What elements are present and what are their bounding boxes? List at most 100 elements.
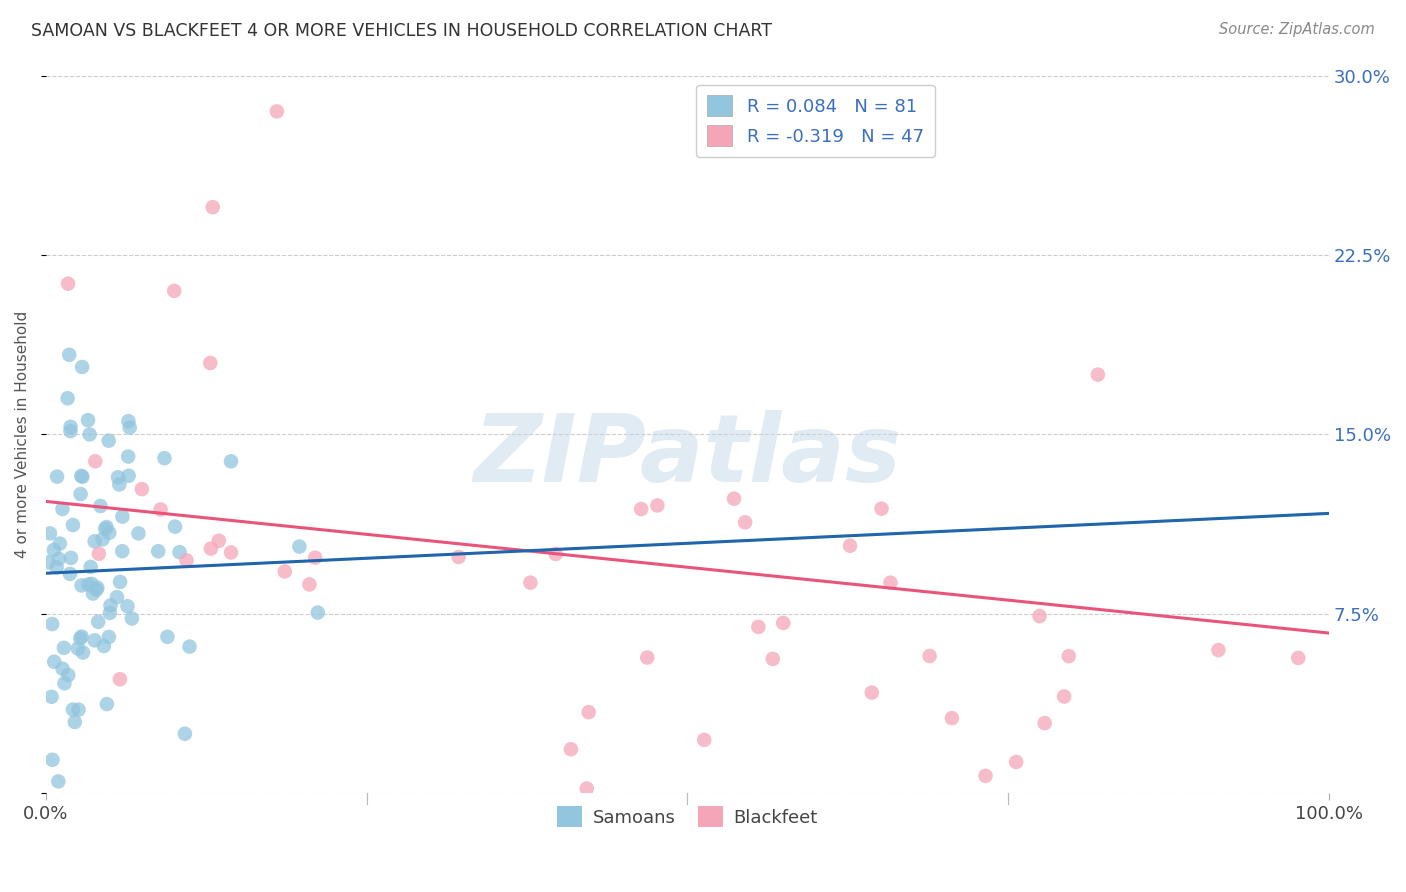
Point: [86, 581, 108, 595]
Point: [39, 526, 62, 541]
Point: [153, 451, 176, 466]
Point: [93, 639, 115, 653]
Point: [772, 615, 794, 630]
Point: [56, 391, 79, 405]
Point: [58, 668, 80, 682]
Point: [96, 520, 118, 534]
Point: [59, 550, 82, 565]
Point: [100, 599, 122, 613]
Point: [163, 284, 186, 298]
Text: Source: ZipAtlas.com: Source: ZipAtlas.com: [1219, 22, 1375, 37]
Point: [52, 640, 75, 655]
Point: [111, 509, 134, 524]
Point: [148, 544, 170, 558]
Point: [70, 469, 93, 483]
Point: [105, 590, 128, 604]
Point: [67, 703, 90, 717]
Point: [1005, 755, 1028, 769]
Point: [97, 630, 120, 644]
Point: [747, 620, 769, 634]
Point: [69, 487, 91, 501]
Point: [117, 599, 139, 614]
Point: [96, 697, 118, 711]
Point: [298, 577, 321, 591]
Point: [974, 769, 997, 783]
Point: [447, 549, 470, 564]
Point: [49, 536, 72, 550]
Point: [1208, 643, 1230, 657]
Point: [304, 550, 326, 565]
Point: [941, 711, 963, 725]
Point: [107, 470, 129, 484]
Point: [121, 611, 143, 625]
Point: [201, 200, 224, 214]
Point: [79, 427, 101, 442]
Point: [59, 420, 82, 434]
Point: [149, 502, 172, 516]
Point: [87, 615, 110, 629]
Point: [560, 742, 582, 756]
Point: [1286, 651, 1309, 665]
Point: [87, 547, 110, 561]
Point: [63, 714, 86, 729]
Point: [72, 646, 94, 660]
Point: [578, 705, 600, 719]
Point: [734, 516, 756, 530]
Point: [70, 630, 93, 644]
Point: [69, 632, 91, 646]
Point: [266, 104, 288, 119]
Point: [38, 555, 60, 569]
Point: [117, 414, 139, 428]
Point: [53, 676, 76, 690]
Text: ZIPatlas: ZIPatlas: [474, 410, 901, 502]
Point: [41, 690, 63, 704]
Point: [52, 662, 75, 676]
Point: [118, 420, 141, 434]
Point: [70, 359, 93, 374]
Point: [219, 454, 242, 468]
Point: [860, 685, 883, 699]
Point: [200, 356, 222, 370]
Point: [108, 672, 131, 686]
Point: [98, 606, 121, 620]
Point: [169, 545, 191, 559]
Point: [42, 543, 65, 558]
Point: [66, 641, 89, 656]
Point: [77, 413, 100, 427]
Point: [219, 545, 242, 559]
Point: [519, 575, 541, 590]
Text: SAMOAN VS BLACKFEET 4 OR MORE VEHICLES IN HOUSEHOLD CORRELATION CHART: SAMOAN VS BLACKFEET 4 OR MORE VEHICLES I…: [31, 22, 772, 40]
Point: [870, 501, 893, 516]
Point: [97, 434, 120, 448]
Point: [83, 633, 105, 648]
Point: [274, 565, 297, 579]
Point: [200, 541, 222, 556]
Point: [44, 655, 66, 669]
Point: [77, 577, 100, 591]
Point: [693, 732, 716, 747]
Point: [72, 470, 94, 484]
Point: [46, 469, 69, 483]
Point: [1053, 690, 1076, 704]
Point: [46, 774, 69, 789]
Point: [41, 753, 63, 767]
Point: [58, 348, 80, 362]
Point: [41, 617, 63, 632]
Point: [839, 539, 862, 553]
Point: [288, 540, 311, 554]
Point: [544, 547, 567, 561]
Point: [307, 606, 329, 620]
Point: [723, 491, 745, 506]
Point: [84, 454, 107, 468]
Point: [128, 526, 150, 541]
Point: [879, 575, 901, 590]
Point: [630, 502, 652, 516]
Point: [918, 648, 941, 663]
Point: [117, 450, 139, 464]
Point: [48, 552, 70, 566]
Point: [176, 553, 198, 567]
Point: [647, 499, 669, 513]
Point: [636, 650, 658, 665]
Point: [80, 577, 103, 591]
Point: [108, 477, 131, 491]
